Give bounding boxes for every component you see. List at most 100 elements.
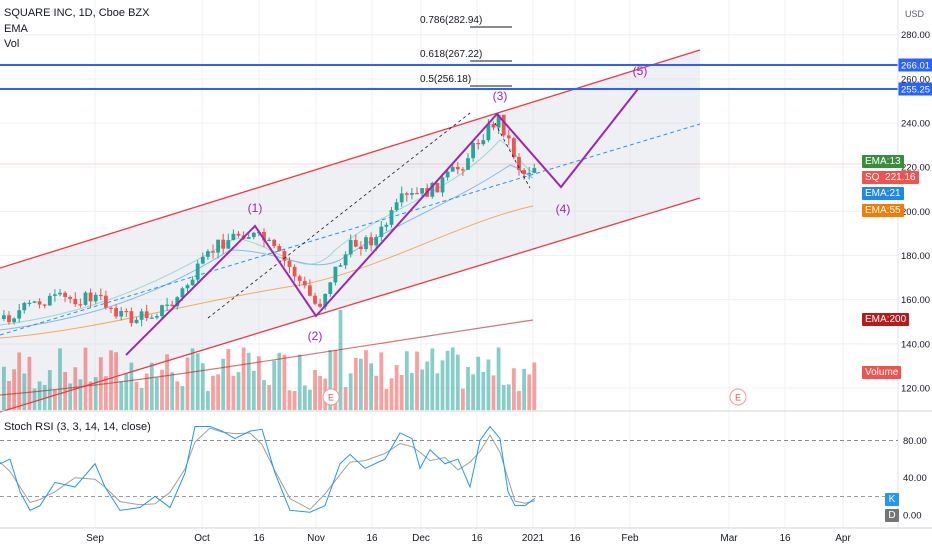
volume-bar	[190, 348, 195, 410]
volume-bar	[32, 388, 37, 410]
volume-bar	[134, 381, 139, 410]
date-tick-label: 16	[779, 533, 791, 544]
channel-fill	[0, 50, 700, 412]
volume-bar	[149, 362, 154, 410]
volume-bar	[512, 368, 516, 410]
candle-body	[119, 310, 124, 317]
ema13-tag: EMA:13	[862, 155, 904, 168]
candle-body	[134, 319, 139, 324]
volume-bar	[527, 374, 532, 410]
volume-bar	[282, 354, 287, 410]
candle-body	[78, 304, 83, 306]
candle-body	[170, 304, 175, 307]
volume-bar	[165, 354, 169, 410]
volume-bar	[2, 366, 6, 410]
volume-bar	[272, 360, 277, 410]
volume-bar	[195, 353, 200, 410]
volume-bar	[394, 364, 399, 410]
volume-bar	[501, 385, 506, 410]
candle-body	[435, 182, 440, 193]
stoch-d-tag: D	[885, 509, 899, 522]
level-tag-bg	[898, 82, 932, 96]
volume-bar	[170, 372, 175, 410]
date-tick-label: Mar	[720, 533, 738, 544]
wave-label: (5)	[633, 64, 648, 78]
volume-bar	[98, 357, 103, 410]
ema-legend[interactable]: EMA	[4, 23, 28, 35]
volume-bar	[175, 381, 180, 410]
candle-body	[180, 288, 185, 298]
candle-body	[149, 317, 154, 319]
volume-bar	[333, 350, 338, 410]
ema13-line	[0, 139, 534, 326]
volume-bar	[27, 356, 32, 410]
date-tick-label: Dec	[412, 533, 430, 544]
candle-body	[216, 239, 220, 253]
stoch-rsi-legend[interactable]: Stoch RSI (3, 3, 14, 14, close)	[4, 421, 151, 433]
elliott-wave-path	[125, 88, 639, 356]
earnings-label: E	[328, 393, 334, 403]
candle-body	[501, 114, 506, 136]
candle-body	[17, 310, 22, 319]
volume-bar	[399, 375, 404, 410]
vol-legend[interactable]: Vol	[4, 38, 20, 50]
volume-bar	[277, 352, 282, 410]
candle-body	[404, 193, 409, 195]
volume-bar	[445, 350, 450, 410]
volume-bar	[109, 350, 113, 410]
volume-bar	[359, 358, 363, 410]
price-tick-label: 180.00	[901, 251, 930, 262]
candle-body	[109, 307, 113, 309]
volume-bar	[144, 373, 149, 410]
candle-body	[491, 123, 496, 128]
candle-body	[461, 169, 465, 171]
volume-bar	[364, 350, 368, 410]
date-tick-label: Sep	[86, 533, 104, 544]
candle-body	[226, 240, 231, 249]
volume-bar	[93, 377, 98, 410]
volume-bar	[206, 390, 210, 410]
volume-bar	[7, 381, 11, 410]
volume-bar	[338, 310, 343, 410]
currency-label: USD	[905, 9, 925, 19]
volume-bar	[42, 384, 47, 410]
sq-price-tag: SQ 221.16	[862, 171, 919, 184]
volume-bar	[420, 369, 424, 410]
candle-body	[364, 237, 368, 250]
volume-bar	[532, 362, 537, 410]
candle-body	[359, 246, 363, 250]
volume-bar	[129, 362, 134, 410]
volume-tag: Volume	[862, 366, 902, 379]
candle-body	[124, 310, 129, 313]
symbol-title: SQUARE INC, 1D, Cboe BZX	[4, 7, 150, 19]
candle-body	[47, 295, 52, 306]
volume-bar	[318, 375, 322, 410]
volume-bar	[313, 370, 317, 410]
candle-body	[343, 254, 348, 266]
earnings-marker	[729, 388, 747, 406]
volume-bar	[139, 387, 144, 410]
candle-body	[206, 251, 210, 257]
candle-body	[27, 302, 32, 304]
volume-bar	[211, 375, 215, 410]
date-tick-label: 16	[366, 533, 378, 544]
volume-bar	[287, 390, 292, 410]
stoch-k-tag: K	[885, 493, 899, 506]
volume-bar	[119, 381, 124, 410]
candle-body	[262, 231, 266, 241]
price-tick-label: 200.00	[901, 207, 930, 218]
volume-bar	[450, 347, 455, 410]
volume-bar	[53, 389, 57, 410]
dashed-trend-line	[207, 112, 471, 319]
volume-bar	[348, 373, 353, 410]
candle-body	[7, 315, 11, 323]
candle-body	[496, 114, 501, 128]
volume-bar	[297, 354, 302, 410]
stoch-tick-label: 0.00	[903, 511, 922, 522]
volume-bar	[415, 351, 419, 410]
volume-bar	[425, 361, 430, 410]
candle-body	[532, 168, 537, 173]
earnings-marker	[322, 388, 340, 406]
date-tick-label: Oct	[194, 533, 210, 544]
